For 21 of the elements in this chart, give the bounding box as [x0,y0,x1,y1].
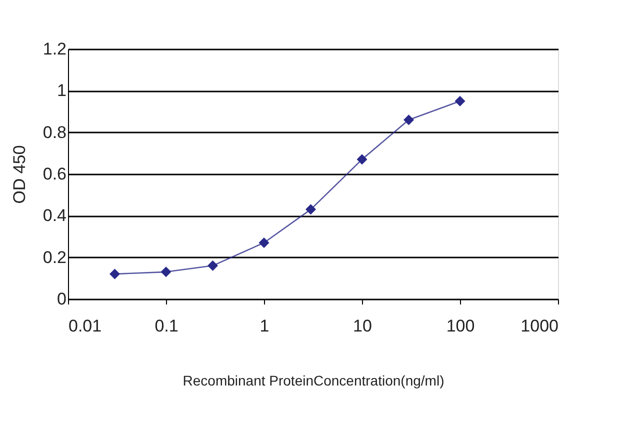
point [258,238,270,248]
x-tick-label: 1000 [520,316,558,336]
y-axis-title: OD 450 [10,145,29,204]
x-tick-label: 0.01 [68,316,102,336]
x-tick-label: 1 [260,316,270,336]
x-tick-label: 10 [353,316,372,336]
y-tick-label: 0.8 [42,122,66,142]
point [454,96,466,106]
y-tick-label: 0.4 [42,206,66,226]
point [208,260,218,271]
y-tick-label: 0 [57,290,66,308]
x-tick-label: 0.1 [154,316,178,336]
y-tick-label: 1.2 [42,40,66,58]
y-tick-label: 0.2 [42,248,66,267]
x-tick-label: 100 [446,316,475,336]
point [110,268,120,280]
y-tick-label: 0.6 [42,164,66,184]
point [356,154,368,165]
point [306,204,316,215]
y-tick-label: 1 [57,81,66,100]
x-axis-title: Recombinant ProteinConcentration(ng/ml) [182,372,444,388]
